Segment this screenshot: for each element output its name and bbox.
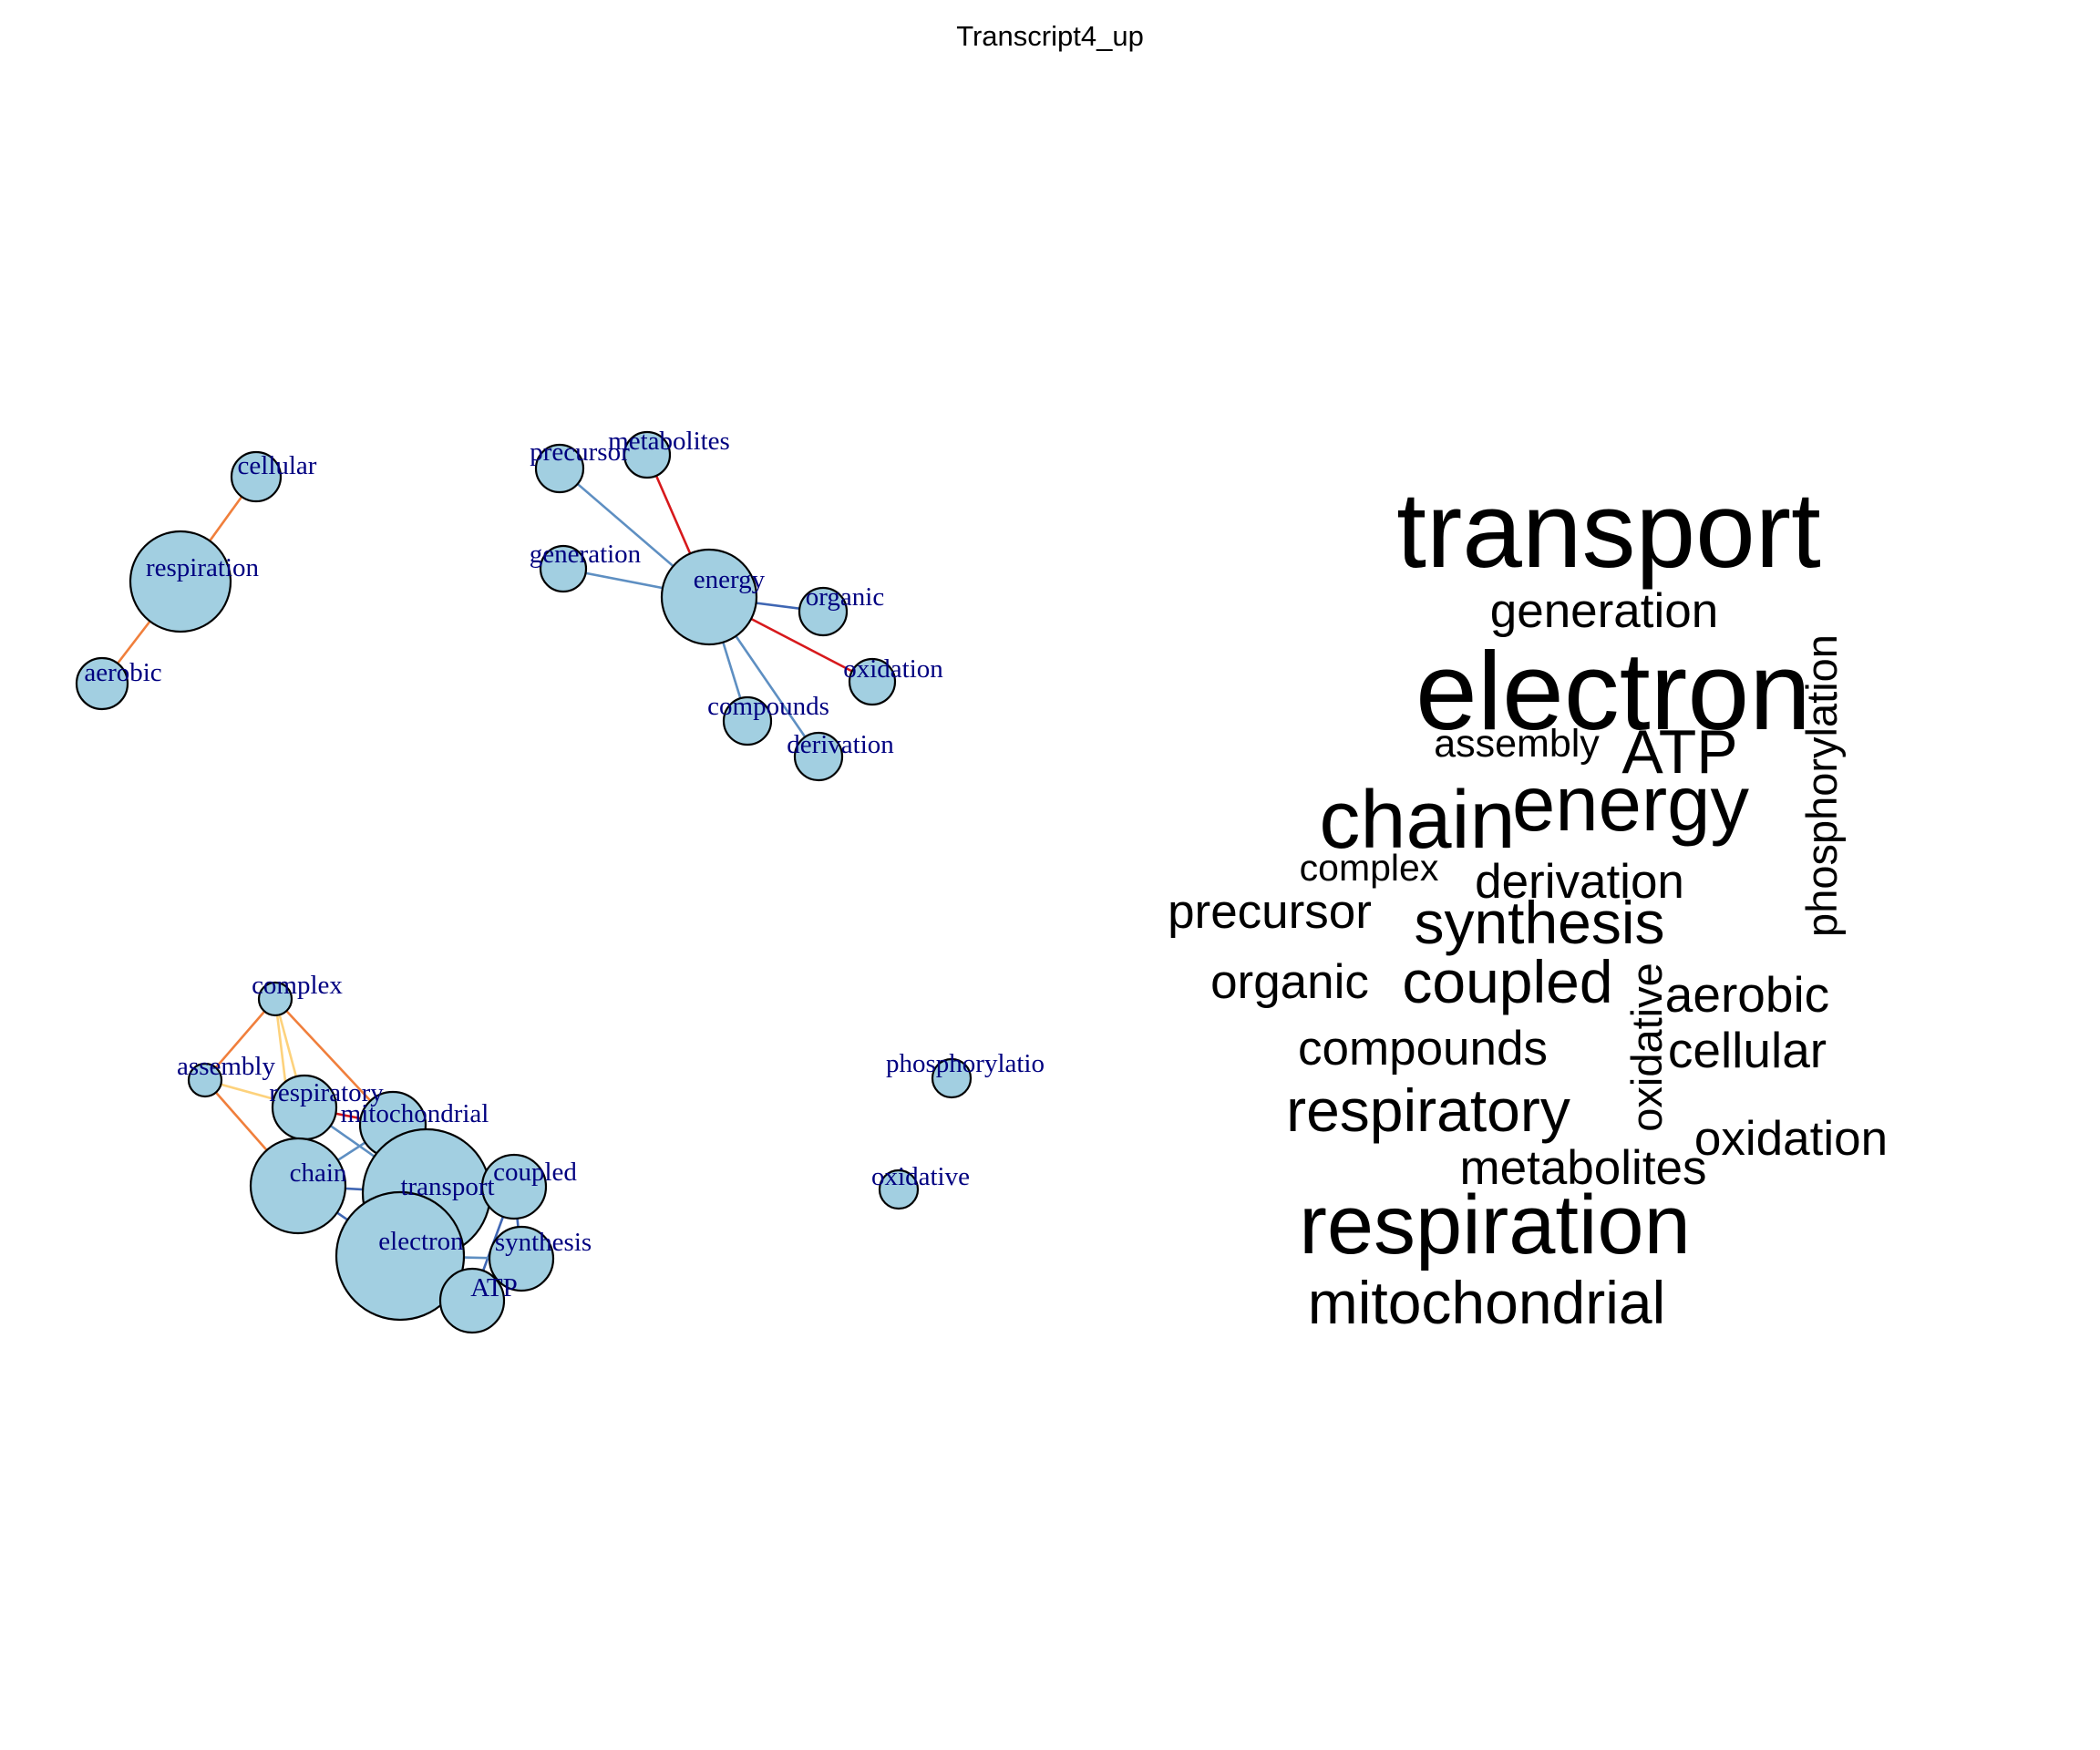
figure-title: Transcript4_up (956, 20, 1144, 52)
node-precursor (534, 443, 585, 494)
node-label-oxidative: oxidative (871, 1162, 970, 1191)
node-assembly (187, 1062, 223, 1098)
cloud-word-respiratory: respiratory (1286, 1076, 1570, 1144)
cloud-word-oxidative: oxidative (1622, 962, 1671, 1132)
cloud-word-metabolites: metabolites (1459, 1141, 1706, 1195)
network-labels: cellular respiration aerobic precursormetab… (84, 427, 1045, 1302)
node-chain (249, 1137, 347, 1235)
node-complex (257, 981, 293, 1017)
node-label-energy: energy (694, 565, 766, 594)
node-label-ATP: ATP (470, 1273, 518, 1302)
node-label-compounds: compounds (707, 692, 829, 721)
cloud-word-mitochondrial: mitochondrial (1308, 1269, 1666, 1336)
node-derivation (793, 731, 844, 782)
node-label-chain: chain (290, 1158, 347, 1188)
node-oxidative (878, 1168, 920, 1210)
node-label-organic: organic (806, 582, 884, 612)
node-label-transport: transport (400, 1172, 494, 1201)
word-cloud: transportgenerationelectronphosphorylati… (1168, 470, 1888, 1336)
node-label-generation: generation (530, 540, 642, 569)
node-generation (539, 544, 588, 593)
cloud-word-phosphorylation: phosphorylation (1797, 634, 1846, 937)
cloud-word-compounds: compounds (1298, 1022, 1548, 1076)
node-synthesis (488, 1225, 555, 1292)
cloud-word-assembly: assembly (1434, 722, 1600, 766)
node-label-complex: complex (252, 971, 343, 1000)
cloud-word-respiration: respiration (1299, 1179, 1691, 1271)
node-label-metabolites: metabolites (608, 427, 730, 456)
cloud-word-synthesis: synthesis (1414, 889, 1664, 956)
node-label-phosphorylation: phosphorylatio (886, 1049, 1045, 1078)
cloud-word-transport: transport (1396, 470, 1821, 591)
node-electron (335, 1190, 466, 1322)
cloud-word-complex: complex (1300, 847, 1439, 889)
node-organic (798, 586, 849, 637)
node-label-respiration: respiration (146, 553, 260, 582)
node-ATP (438, 1267, 506, 1334)
node-energy (660, 548, 758, 646)
node-cellular (230, 450, 283, 503)
cloud-word-ATP: ATP (1621, 717, 1737, 787)
cloud-word-oxidation: oxidation (1694, 1112, 1888, 1166)
network-nodes (75, 430, 973, 1334)
cloud-word-precursor: precursor (1168, 885, 1372, 939)
cloud-word-aerobic: aerobic (1665, 966, 1829, 1023)
cloud-word-coupled: coupled (1402, 948, 1612, 1015)
node-metabolites (623, 430, 672, 479)
cloud-word-chain: chain (1319, 775, 1515, 866)
node-label-electron: electron (378, 1227, 464, 1256)
node-label-mitochondrial: mitochondrial (341, 1099, 489, 1128)
node-label-coupled: coupled (493, 1158, 577, 1187)
edge-complex-assembly (203, 997, 277, 1082)
node-compounds (722, 695, 773, 746)
cloud-word-generation: generation (1490, 584, 1718, 638)
node-respiration (129, 530, 232, 633)
cloud-word-organic: organic (1210, 955, 1369, 1009)
node-label-derivation: derivation (787, 730, 894, 759)
node-label-assembly: assembly (177, 1052, 275, 1081)
node-label-precursor: precursor (530, 438, 630, 467)
node-label-cellular: cellular (238, 451, 317, 480)
node-label-oxidation: oxidation (843, 654, 943, 684)
node-phosphorylation (931, 1057, 973, 1099)
node-aerobic (75, 656, 129, 711)
cloud-word-derivation: derivation (1475, 855, 1684, 909)
cloud-word-electron: electron (1415, 629, 1811, 753)
cloud-word-cellular: cellular (1668, 1022, 1827, 1078)
cloud-word-energy: energy (1512, 761, 1749, 848)
node-oxidation (848, 657, 897, 706)
node-coupled (480, 1153, 548, 1220)
node-label-aerobic: aerobic (84, 658, 161, 687)
node-label-respiratory: respiratory (269, 1078, 384, 1107)
node-label-synthesis: synthesis (495, 1228, 592, 1257)
